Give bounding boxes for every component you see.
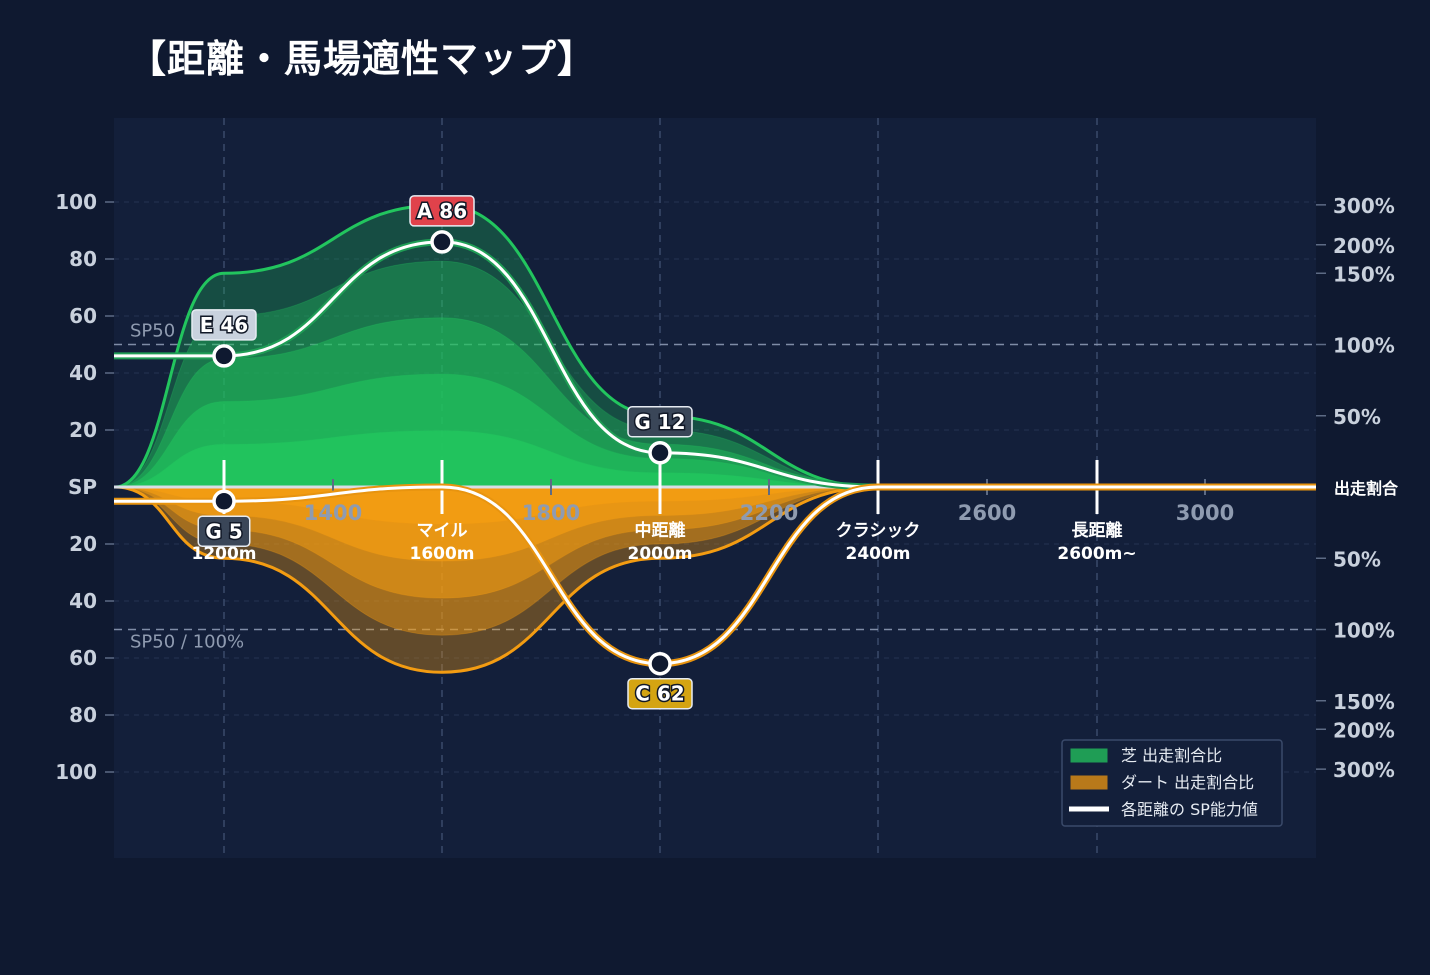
y-tick-left: 60	[69, 304, 97, 328]
dirt-sp-point-marker	[212, 489, 236, 513]
legend-box	[1061, 739, 1283, 827]
dirt-sp-point-badge	[627, 677, 693, 710]
turf-sp-point-marker	[212, 344, 236, 368]
legend-label: ダート 出走割合比	[1121, 773, 1254, 792]
turf-sp-point-marker	[430, 230, 454, 254]
category-dist-label: 1600m	[409, 544, 474, 564]
y-tick-left: 80	[69, 247, 97, 271]
dirt-sp-point-badge-text: C 62	[635, 682, 684, 706]
x-tick-label: 1800	[522, 501, 580, 525]
x-tick-label: 1400	[304, 501, 362, 525]
y-tick-right: 150%	[1333, 262, 1395, 286]
dirt-sp-line	[114, 485, 1316, 666]
y-tick-right: 50%	[1333, 547, 1381, 571]
y-tick-right: 150%	[1333, 690, 1395, 714]
y-tick-left: 20	[69, 418, 97, 442]
category-dist-label: 2400m	[845, 544, 910, 564]
x-tick-label: 2600	[958, 501, 1016, 525]
y-tick-right: 50%	[1333, 405, 1381, 429]
dirt-sp-point-marker	[648, 651, 672, 676]
y-tick-left: 100	[55, 760, 97, 784]
x-tick-label: 3000	[1176, 501, 1234, 525]
y-tick-left: 40	[69, 361, 97, 385]
legend-swatch	[1070, 748, 1108, 763]
dirt-sp-point-badge-text: G 5	[205, 519, 242, 543]
turf-sp-point-badge-text: G 12	[634, 410, 685, 434]
dirt-sp-point-badge	[197, 515, 251, 547]
page-title: 【距離・馬場適性マップ】	[128, 37, 597, 81]
y-tick-left: 100	[55, 190, 97, 214]
category-name-label: 中距離	[635, 520, 686, 541]
turf-sp-point-badge	[409, 195, 475, 227]
sp50-pct-label: SP50 / 100%	[130, 632, 244, 653]
x-tick-label: 2200	[740, 501, 798, 525]
turf-sp-point-badge-text: E 46	[200, 313, 248, 337]
y-tick-right: 200%	[1333, 234, 1395, 258]
y-tick-left: 40	[69, 589, 97, 613]
y-tick-right: 300%	[1333, 194, 1395, 218]
y-tick-right: 200%	[1333, 718, 1395, 742]
turf-sp-point-badge	[627, 406, 693, 438]
turf-sp-point-marker	[648, 441, 672, 465]
y-tick-left: 60	[69, 646, 97, 670]
y-tick-left: 20	[69, 532, 97, 556]
category-name-label: マイル	[417, 521, 468, 541]
y-right-center-label: 出走割合	[1334, 479, 1399, 498]
category-dist-label: 2000m	[627, 544, 692, 564]
category-name-label: 長距離	[1072, 520, 1123, 541]
legend-swatch	[1070, 775, 1108, 790]
turf-sp-point-badge	[191, 309, 257, 341]
sp50-label: SP50	[130, 321, 175, 342]
category-dist-label: 1200m	[191, 544, 256, 564]
category-name-label: クラシック	[836, 521, 921, 541]
y-tick-left: 80	[69, 703, 97, 727]
legend-label: 芝 出走割合比	[1121, 746, 1222, 765]
y-tick-right: 300%	[1333, 758, 1395, 782]
legend-label: 各距離の SP能力値	[1121, 800, 1258, 819]
category-dist-label: 2600m~	[1057, 544, 1136, 564]
y-tick-right: 100%	[1333, 334, 1395, 358]
y-tick-left: SP	[68, 475, 97, 499]
turf-sp-point-badge-text: A 86	[417, 199, 467, 223]
y-tick-right: 100%	[1333, 619, 1395, 643]
